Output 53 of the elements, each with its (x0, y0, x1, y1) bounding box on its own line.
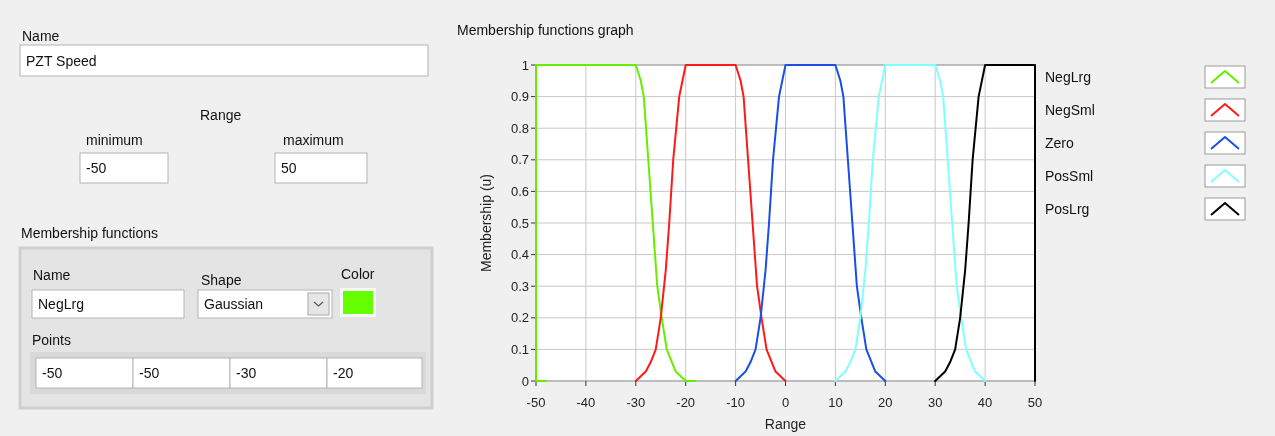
text: Color (341, 266, 375, 282)
text: 50 (281, 160, 297, 176)
text: Zero (1045, 135, 1074, 151)
y-tick-label: 0.5 (510, 215, 529, 231)
x-tick-label: -30 (626, 394, 646, 410)
y-tick-label: 0.9 (510, 89, 529, 105)
text: Name (22, 28, 60, 44)
x-tick-label: 30 (927, 394, 943, 410)
text: -20 (333, 365, 354, 381)
text: PosSml (1045, 168, 1094, 184)
y-tick-label: 0.6 (510, 183, 529, 199)
text: Membership functions (21, 225, 158, 241)
line-series (934, 64, 1036, 382)
y-tick-label: 1 (521, 57, 529, 73)
y-axis-title: Membership (u) (478, 173, 494, 273)
y-tick-label: 0.3 (510, 278, 529, 294)
y-tick-label: 0.1 (510, 341, 529, 357)
x-tick-label: -20 (676, 394, 696, 410)
y-tick-label: 0.7 (510, 152, 529, 168)
text: Shape (201, 272, 242, 288)
line-series (634, 64, 787, 382)
text: maximum (283, 132, 344, 148)
x-tick-label: 50 (1027, 394, 1043, 410)
text: Gaussian (204, 296, 264, 312)
x-axis-title: Range (764, 416, 807, 432)
text: -50 (86, 160, 107, 176)
y-tick-label: 0.8 (510, 120, 529, 136)
text: NegSml (1045, 102, 1095, 118)
x-tick-label: -10 (726, 394, 745, 410)
x-tick-label: 20 (878, 394, 893, 410)
text: -50 (139, 365, 160, 381)
y-tick-label: 0.2 (510, 310, 529, 326)
x-tick-label: 0 (781, 394, 790, 410)
text: -50 (42, 365, 63, 381)
series-label: PosLrg (1045, 201, 1090, 217)
line-series (535, 64, 697, 382)
text: NegLrg (1045, 69, 1091, 85)
x-tick-label: -40 (576, 394, 596, 410)
text: PZT Speed (26, 52, 97, 69)
x-tick-label: 40 (977, 394, 993, 410)
x-tick-label: 10 (828, 394, 843, 410)
text: minimum (86, 132, 143, 148)
chart-title: Membership functions graph (457, 22, 634, 38)
text: Range (200, 107, 242, 123)
text: NegLrg (38, 296, 84, 312)
text: Points (32, 332, 71, 348)
y-tick-label: 0.4 (510, 247, 529, 263)
text: -30 (236, 365, 257, 381)
line-series (834, 64, 987, 382)
line-series (734, 64, 887, 382)
y-tick-label: 0 (521, 373, 529, 389)
text: Name (33, 267, 71, 283)
x-tick-label: -50 (526, 394, 546, 410)
